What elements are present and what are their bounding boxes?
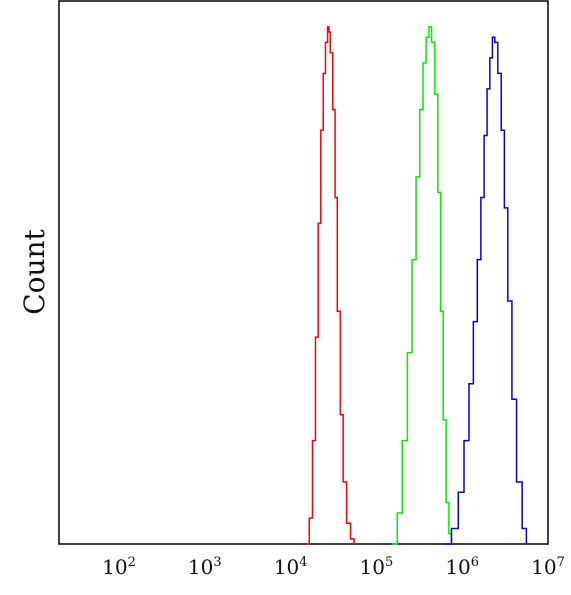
x-tick-label-3: 104: [274, 555, 308, 579]
x-tick-base: 10: [360, 555, 385, 579]
x-tick-exponent: 2: [128, 555, 136, 570]
x-tick-label-1: 102: [102, 555, 136, 579]
x-tick-base: 10: [102, 555, 127, 579]
x-tick-layer: 102 103 104 105 106 107: [102, 555, 565, 579]
x-tick-exponent: 7: [557, 555, 565, 570]
x-tick-label-5: 106: [445, 555, 479, 579]
x-tick-exponent: 6: [471, 555, 479, 570]
x-tick-exponent: 5: [385, 555, 393, 570]
x-tick-base: 10: [531, 555, 556, 579]
x-tick-exponent: 4: [299, 555, 307, 570]
series-line-3: [443, 36, 528, 545]
x-tick-label-2: 103: [188, 555, 222, 579]
x-tick-base: 10: [274, 555, 299, 579]
x-tick-base: 10: [188, 555, 213, 579]
x-tick-label-6: 107: [531, 555, 565, 579]
series-line-1: [305, 26, 355, 545]
y-axis-title: Count: [18, 228, 51, 314]
series-line-2: [391, 26, 453, 545]
series-layer: [305, 26, 528, 545]
x-tick-base: 10: [445, 555, 470, 579]
x-tick-label-4: 105: [360, 555, 394, 579]
plot-frame: [58, 0, 549, 545]
x-tick-exponent: 3: [213, 555, 221, 570]
